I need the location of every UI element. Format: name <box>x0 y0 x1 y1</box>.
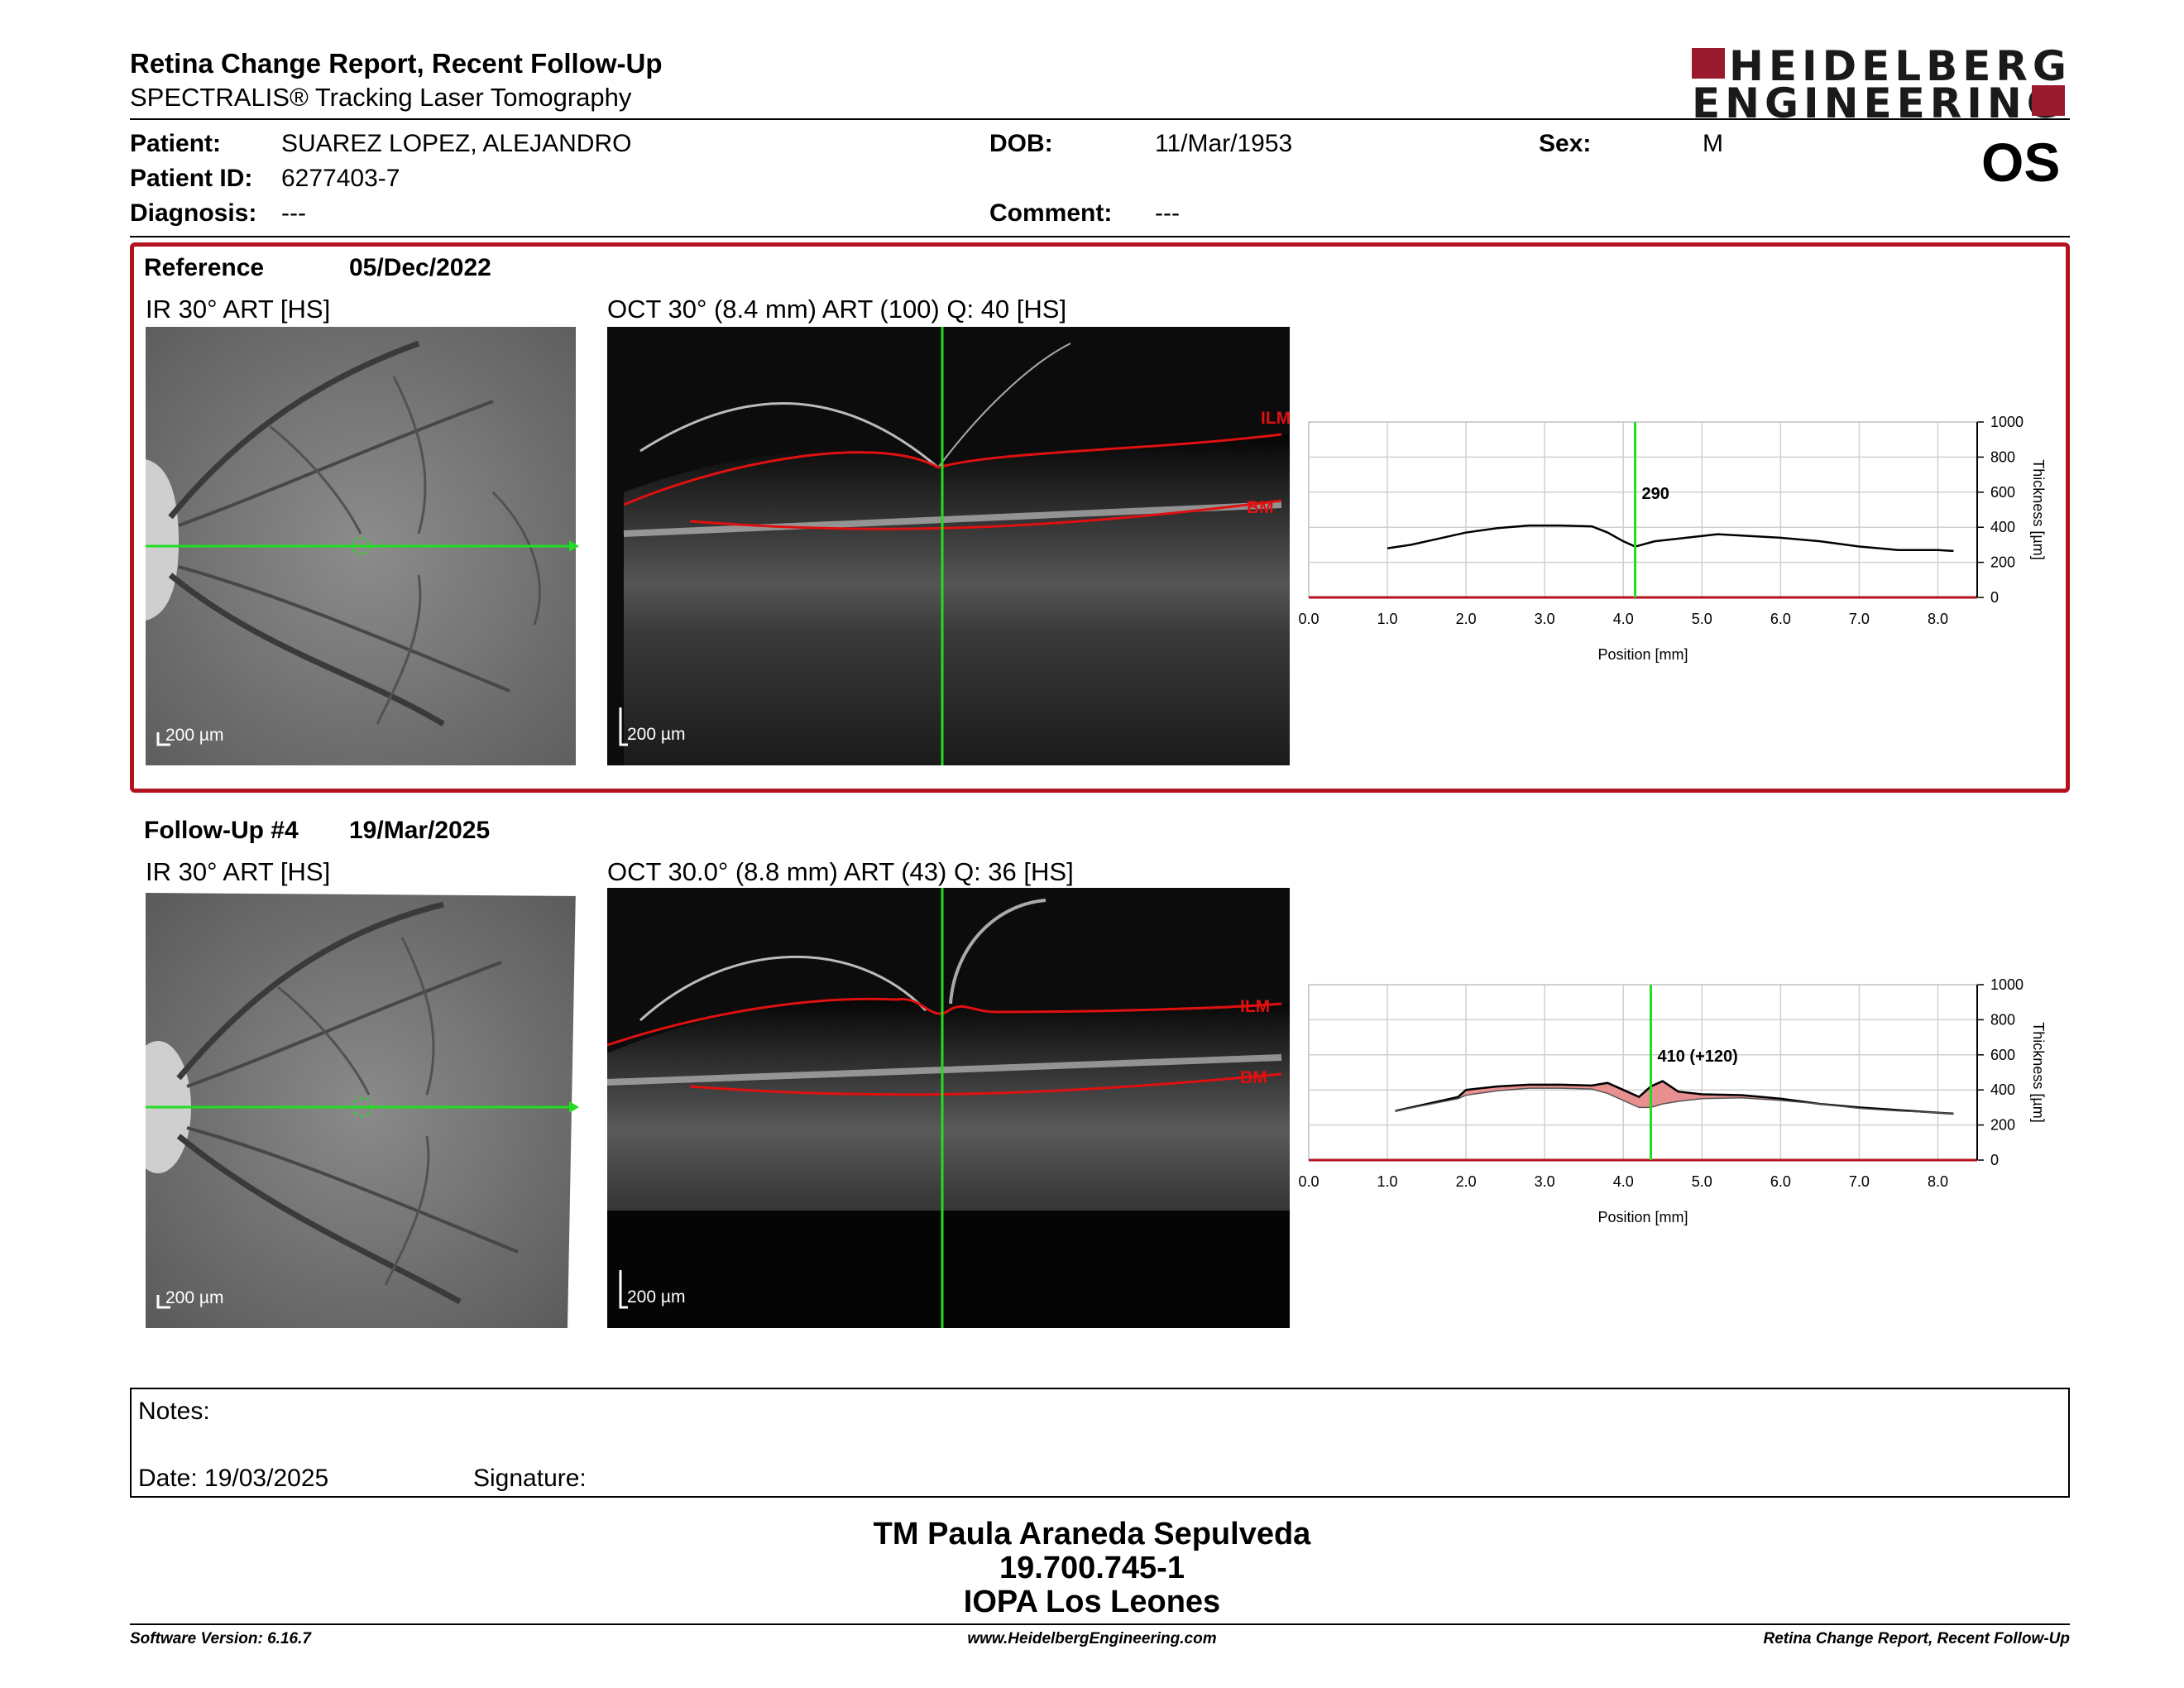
reference-ilm-label: ILM <box>1261 409 1290 428</box>
followup-chart-y-tick-label: 800 <box>1990 1011 2015 1028</box>
footer-divider <box>130 1623 2070 1625</box>
followup-chart-y-axis-label: Thickness [µm] <box>2030 1022 2047 1122</box>
followup-chart-x-tick-label: 5.0 <box>1692 1173 1712 1190</box>
dob-value: 11/Mar/1953 <box>1155 130 1293 157</box>
followup-ir-image: 200 µm <box>146 888 586 1328</box>
comment-label: Comment: <box>989 199 1113 227</box>
comment-value: --- <box>1155 199 1180 227</box>
patient-divider <box>130 236 2070 237</box>
followup-oct-caption: OCT 30.0° (8.8 mm) ART (43) Q: 36 [HS] <box>607 857 1074 886</box>
followup-chart-x-tick-label: 3.0 <box>1535 1173 1555 1190</box>
reference-chart-y-tick-label: 0 <box>1990 589 1999 606</box>
signer-rut: 19.700.745-1 <box>999 1551 1185 1585</box>
reference-ir-scale: 200 µm <box>165 726 224 745</box>
patient-name: SUAREZ LOPEZ, ALEJANDRO <box>281 130 632 157</box>
followup-chart-series-line-1 <box>1395 1087 1954 1115</box>
followup-oct-scale: 200 µm <box>627 1288 686 1307</box>
reference-ir-caption: IR 30° ART [HS] <box>146 295 331 324</box>
followup-chart-x-tick-label: 6.0 <box>1770 1173 1791 1190</box>
signature-label: Signature: <box>473 1465 587 1492</box>
software-version: Software Version: 6.16.7 <box>130 1630 311 1647</box>
followup-bm-label: BM <box>1240 1068 1267 1087</box>
followup-ilm-label: ILM <box>1240 997 1270 1016</box>
reference-chart-x-tick-label: 5.0 <box>1692 611 1712 627</box>
eye-indicator: OS <box>1981 132 2061 193</box>
dob-label: DOB: <box>989 130 1053 157</box>
followup-chart-x-tick-label: 8.0 <box>1928 1173 1948 1190</box>
reference-chart-y-axis-label: Thickness [µm] <box>2030 459 2047 559</box>
reference-chart-x-tick-label: 3.0 <box>1535 611 1555 627</box>
followup-chart-x-tick-label: 4.0 <box>1613 1173 1634 1190</box>
followup-label: Follow-Up #4 <box>144 817 299 844</box>
reference-chart-x-tick-label: 7.0 <box>1849 611 1870 627</box>
followup-ir-scale: 200 µm <box>165 1288 224 1307</box>
patient-id-label: Patient ID: <box>130 165 253 192</box>
reference-chart-cursor-value: 290 <box>1641 485 1669 503</box>
followup-oct-image: ILM BM 200 µm <box>607 888 1290 1328</box>
website-link[interactable]: www.HeidelbergEngineering.com <box>967 1630 1217 1647</box>
followup-chart-x-tick-label: 2.0 <box>1456 1173 1477 1190</box>
header-divider <box>130 118 2070 120</box>
notes-date: Date: 19/03/2025 <box>138 1465 329 1492</box>
followup-chart-plot-border <box>1308 984 1978 1161</box>
diagnosis-label: Diagnosis: <box>130 199 257 227</box>
signer-institution: IOPA Los Leones <box>963 1585 1221 1619</box>
followup-chart-difference-area <box>1395 1081 1954 1114</box>
followup-date: 19/Mar/2025 <box>349 817 491 844</box>
reference-chart-y-tick-label: 200 <box>1990 554 2015 571</box>
reference-date: 05/Dec/2022 <box>349 254 491 281</box>
report-subtitle: SPECTRALIS® Tracking Laser Tomography <box>130 83 632 112</box>
notes-label: Notes: <box>138 1398 210 1425</box>
patient-id: 6277403-7 <box>281 165 400 192</box>
reference-chart-x-tick-label: 0.0 <box>1298 611 1319 627</box>
notes-box: Notes: Date: 19/03/2025 Signature: <box>130 1388 2070 1498</box>
reference-chart-series-line-0 <box>1387 524 1954 553</box>
reference-frame <box>130 242 2070 793</box>
reference-chart-y-tick-label: 400 <box>1990 519 2015 535</box>
reference-chart-plot-border <box>1308 421 1978 598</box>
followup-chart-x-tick-label: 1.0 <box>1377 1173 1398 1190</box>
reference-chart-x-tick-label: 4.0 <box>1613 611 1634 627</box>
reference-oct-caption: OCT 30° (8.4 mm) ART (100) Q: 40 [HS] <box>607 295 1067 324</box>
reference-chart-x-tick-label: 8.0 <box>1928 611 1948 627</box>
reference-oct-scale: 200 µm <box>627 725 686 744</box>
reference-chart-y-tick-label: 800 <box>1990 448 2015 465</box>
reference-chart-y-tick-label: 1000 <box>1990 414 2024 430</box>
followup-ir-caption: IR 30° ART [HS] <box>146 857 331 886</box>
followup-chart-x-tick-label: 0.0 <box>1298 1173 1319 1190</box>
reference-thickness-chart: 0.0 1.0 2.0 3.0 4.0 5.0 6.0 7.0 8.0 0 200 400 600 800… <box>1298 414 2047 663</box>
sex-value: M <box>1703 130 1723 157</box>
diagnosis-value: --- <box>281 199 306 227</box>
reference-chart-x-axis-label: Position [mm] <box>1597 646 1688 663</box>
followup-chart-y-tick-label: 1000 <box>1990 976 2024 993</box>
sex-label: Sex: <box>1539 130 1592 157</box>
footer-report-name: Retina Change Report, Recent Follow-Up <box>1763 1630 2070 1647</box>
reference-label: Reference <box>144 254 265 281</box>
signer-name: TM Paula Araneda Sepulveda <box>873 1517 1311 1551</box>
followup-chart-y-tick-label: 0 <box>1990 1152 1999 1168</box>
followup-thickness-chart: 0.0 1.0 2.0 3.0 4.0 5.0 6.0 7.0 8.0 0 200 400 600 800… <box>1298 976 2047 1225</box>
reference-oct-image: ILM BM 200 µm <box>607 327 1290 765</box>
reference-chart-x-tick-label: 2.0 <box>1456 611 1477 627</box>
reference-ir-image: 200 µm <box>146 327 586 765</box>
reference-chart-x-tick-label: 6.0 <box>1770 611 1791 627</box>
followup-chart-y-tick-label: 200 <box>1990 1117 2015 1134</box>
patient-label: Patient: <box>130 130 222 157</box>
followup-chart-y-tick-label: 600 <box>1990 1047 2015 1063</box>
followup-chart-cursor-value: 410 (+120) <box>1658 1048 1738 1066</box>
followup-chart-x-tick-label: 7.0 <box>1849 1173 1870 1190</box>
reference-chart-y-tick-label: 600 <box>1990 484 2015 501</box>
report-title: Retina Change Report, Recent Follow-Up <box>130 48 663 79</box>
reference-chart-x-tick-label: 1.0 <box>1377 611 1398 627</box>
followup-chart-x-axis-label: Position [mm] <box>1597 1209 1688 1225</box>
reference-bm-label: BM <box>1247 498 1274 517</box>
followup-chart-y-tick-label: 400 <box>1990 1081 2015 1098</box>
